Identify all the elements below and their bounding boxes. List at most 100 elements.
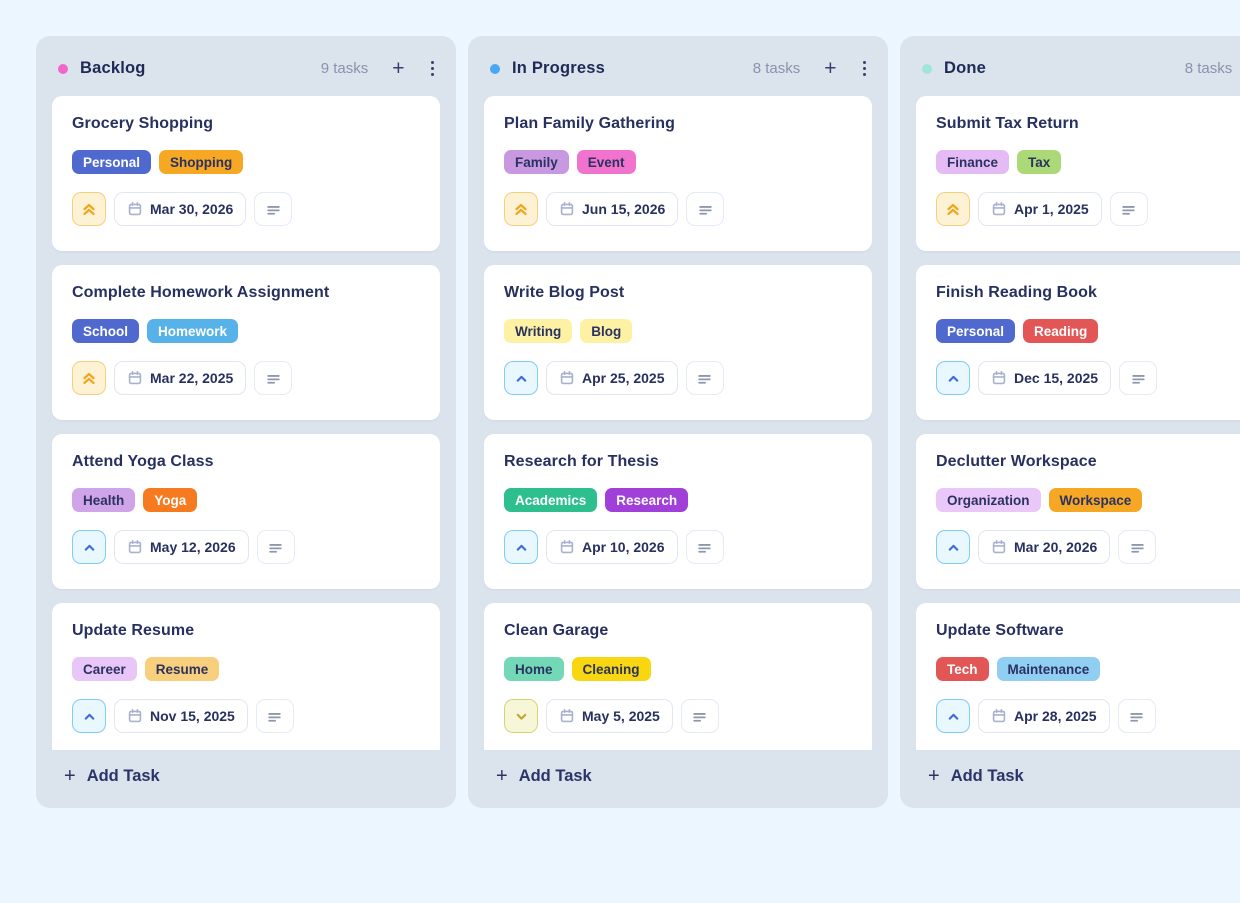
notes-chip[interactable] bbox=[1109, 192, 1148, 226]
tag: Reading bbox=[1023, 319, 1099, 343]
tag-list: Writing Blog bbox=[504, 319, 852, 343]
tag-list: Career Resume bbox=[72, 657, 420, 681]
notes-chip[interactable] bbox=[254, 192, 293, 226]
due-date-chip[interactable]: Apr 28, 2025 bbox=[978, 699, 1110, 733]
priority-badge[interactable] bbox=[72, 192, 106, 226]
task-card[interactable]: Submit Tax Return Finance Tax Apr 1, 2025 bbox=[916, 96, 1240, 251]
calendar-icon bbox=[128, 201, 142, 216]
priority-badge[interactable] bbox=[504, 192, 538, 226]
kanban-column: Backlog 9 tasks + Grocery Shopping Personal S… bbox=[36, 36, 456, 808]
notes-chip[interactable] bbox=[255, 699, 294, 733]
add-task-label: Add Task bbox=[518, 766, 592, 785]
priority-badge[interactable] bbox=[936, 530, 970, 564]
notes-chip[interactable] bbox=[256, 530, 295, 564]
card-chips: Nov 15, 2025 bbox=[72, 699, 420, 733]
calendar-icon bbox=[128, 708, 142, 723]
priority-badge[interactable] bbox=[72, 361, 106, 395]
add-card-button[interactable]: + bbox=[392, 58, 404, 79]
priority-badge[interactable] bbox=[504, 361, 538, 395]
due-date-chip[interactable]: Dec 15, 2025 bbox=[978, 361, 1112, 395]
notes-icon bbox=[693, 712, 707, 722]
due-date-chip[interactable]: Apr 25, 2025 bbox=[546, 361, 678, 395]
task-card[interactable]: Declutter Workspace Organization Workspace… bbox=[916, 434, 1240, 589]
task-title: Submit Tax Return bbox=[936, 115, 1079, 132]
priority-badge[interactable] bbox=[504, 699, 538, 733]
card-chips: Mar 30, 2026 bbox=[72, 192, 420, 226]
calendar-icon bbox=[560, 539, 574, 554]
add-task-label: Add Task bbox=[950, 766, 1024, 785]
add-card-button[interactable]: + bbox=[824, 58, 836, 79]
notes-chip[interactable] bbox=[680, 699, 719, 733]
notes-chip[interactable] bbox=[1119, 361, 1158, 395]
notes-icon bbox=[698, 543, 711, 553]
task-card[interactable]: Update Resume Career Resume Nov 15, 2025 bbox=[52, 603, 440, 750]
task-card[interactable]: Finish Reading Book Personal Reading Dec 15… bbox=[916, 265, 1240, 420]
due-date-chip[interactable]: Mar 30, 2026 bbox=[114, 192, 247, 226]
priority-medium-icon bbox=[948, 375, 958, 382]
due-date-text: Apr 28, 2025 bbox=[1014, 708, 1097, 724]
tag: Cleaning bbox=[571, 657, 651, 681]
notes-chip[interactable] bbox=[1118, 530, 1157, 564]
add-task-button[interactable]: + Add Task bbox=[916, 766, 1240, 786]
tag-list: Health Yoga bbox=[72, 488, 420, 512]
column-color-dot bbox=[490, 63, 500, 74]
tag: Writing bbox=[504, 319, 573, 343]
notes-chip[interactable] bbox=[685, 361, 724, 395]
card-chips: Apr 28, 2025 bbox=[936, 699, 1240, 733]
tag-list: Personal Reading bbox=[936, 319, 1240, 343]
due-date-chip[interactable]: Mar 22, 2025 bbox=[114, 361, 247, 395]
notes-chip[interactable] bbox=[254, 361, 293, 395]
task-title: Complete Homework Assignment bbox=[72, 284, 330, 301]
column-title: In Progress bbox=[512, 59, 605, 77]
tag: Tax bbox=[1017, 150, 1062, 174]
plus-icon: + bbox=[928, 765, 940, 787]
notes-chip[interactable] bbox=[685, 530, 724, 564]
due-date-chip[interactable]: Jun 15, 2026 bbox=[546, 192, 679, 226]
priority-low-icon bbox=[516, 713, 526, 720]
notes-chip[interactable] bbox=[1117, 699, 1156, 733]
due-date-chip[interactable]: Apr 10, 2026 bbox=[546, 530, 678, 564]
notes-icon bbox=[268, 712, 282, 722]
add-task-button[interactable]: + Add Task bbox=[484, 766, 872, 786]
task-card[interactable]: Research for Thesis Academics Research Apr … bbox=[484, 434, 872, 589]
due-date-chip[interactable]: Mar 20, 2026 bbox=[978, 530, 1111, 564]
tag: Personal bbox=[936, 319, 1016, 343]
task-card[interactable]: Complete Homework Assignment School Homewo… bbox=[52, 265, 440, 420]
task-card[interactable]: Plan Family Gathering Family Event Jun 15, … bbox=[484, 96, 872, 251]
tag: Tech bbox=[936, 657, 989, 681]
priority-badge[interactable] bbox=[72, 699, 106, 733]
priority-medium-icon bbox=[84, 544, 94, 551]
due-date-chip[interactable]: May 12, 2026 bbox=[114, 530, 249, 564]
notes-icon bbox=[1131, 543, 1144, 553]
due-date-text: May 12, 2026 bbox=[150, 539, 236, 555]
due-date-text: Nov 15, 2025 bbox=[150, 708, 235, 724]
task-card[interactable]: Clean Garage Home Cleaning May 5, 2025 bbox=[484, 603, 872, 750]
due-date-chip[interactable]: Nov 15, 2025 bbox=[114, 699, 248, 733]
priority-badge[interactable] bbox=[936, 361, 970, 395]
task-card[interactable]: Write Blog Post Writing Blog Apr 25, 2025 bbox=[484, 265, 872, 420]
due-date-text: Mar 20, 2026 bbox=[1014, 539, 1098, 555]
priority-badge[interactable] bbox=[72, 530, 106, 564]
add-task-button[interactable]: + Add Task bbox=[52, 766, 440, 786]
card-chips: Jun 15, 2026 bbox=[504, 192, 852, 226]
priority-badge[interactable] bbox=[936, 699, 970, 733]
column-menu-button[interactable] bbox=[862, 60, 866, 77]
column-header: In Progress 8 tasks + bbox=[484, 52, 872, 80]
priority-badge[interactable] bbox=[936, 192, 970, 226]
task-card[interactable]: Grocery Shopping Personal Shopping Mar 30, … bbox=[52, 96, 440, 251]
tag: School bbox=[72, 319, 140, 343]
calendar-icon bbox=[992, 370, 1006, 385]
due-date-chip[interactable]: Apr 1, 2025 bbox=[978, 192, 1102, 226]
tag: Academics bbox=[504, 488, 598, 512]
column-menu-button[interactable] bbox=[430, 60, 434, 77]
calendar-icon bbox=[560, 708, 574, 723]
notes-chip[interactable] bbox=[686, 192, 725, 226]
due-date-chip[interactable]: May 5, 2025 bbox=[546, 699, 673, 733]
task-card[interactable]: Update Software Tech Maintenance Apr 28, 20… bbox=[916, 603, 1240, 750]
priority-high-icon bbox=[83, 203, 95, 216]
tag: Yoga bbox=[143, 488, 198, 512]
tag: Personal bbox=[72, 150, 152, 174]
priority-badge[interactable] bbox=[504, 530, 538, 564]
task-card[interactable]: Attend Yoga Class Health Yoga May 12, 2026 bbox=[52, 434, 440, 589]
notes-icon bbox=[269, 543, 282, 553]
